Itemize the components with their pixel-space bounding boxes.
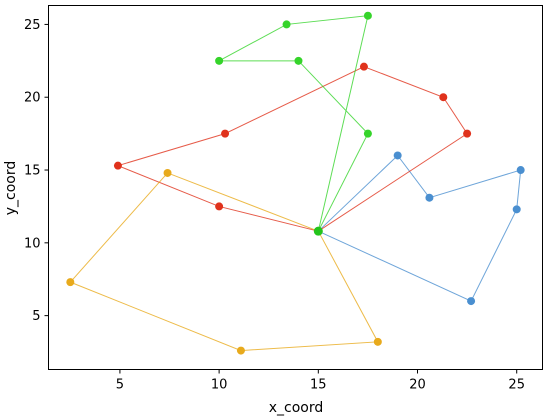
- series-1-point: [425, 193, 434, 202]
- y-tick-label: 10: [24, 236, 41, 251]
- hub-layer: [313, 226, 323, 236]
- series-2-point: [221, 129, 230, 138]
- y-tick-label: 15: [24, 164, 41, 179]
- series-4-point: [236, 346, 245, 355]
- x-tick-label: 15: [310, 378, 327, 393]
- series-4-point: [66, 278, 75, 287]
- series-1-point: [393, 151, 402, 160]
- series-3-point: [215, 56, 224, 65]
- series-3-point: [282, 20, 291, 29]
- series-1-line: [317, 154, 522, 302]
- series-layer: [66, 11, 525, 355]
- plot-frame: [48, 5, 543, 370]
- x-axis-label: x_coord: [269, 400, 324, 416]
- series-4-line: [69, 172, 379, 352]
- y-tick-label: 25: [24, 18, 41, 33]
- series-2: [113, 62, 472, 232]
- series-1: [317, 151, 525, 306]
- y-axis-label: y_coord: [3, 161, 19, 216]
- series-4-point: [163, 168, 172, 177]
- hub-point: [313, 226, 323, 236]
- x-tick-label: 10: [211, 378, 228, 393]
- series-3-point: [363, 129, 372, 138]
- series-2-line: [116, 66, 468, 232]
- x-tick-label: 25: [508, 378, 525, 393]
- series-3: [215, 11, 372, 232]
- series-2-point: [113, 161, 122, 170]
- series-3-line: [218, 15, 369, 232]
- series-4-point: [373, 337, 382, 346]
- series-2-point: [439, 93, 448, 102]
- series-2-point: [463, 129, 472, 138]
- series-1-point: [512, 205, 521, 214]
- series-4: [66, 168, 382, 355]
- series-3-point: [363, 11, 372, 20]
- series-3-point: [294, 56, 303, 65]
- series-1-point: [467, 297, 476, 306]
- x-tick-label: 20: [409, 378, 426, 393]
- tick-layer: 5 10 15 20 25 5 10 15 20 25: [24, 18, 525, 393]
- y-tick-label: 20: [24, 91, 41, 106]
- series-2-point: [359, 62, 368, 71]
- series-1-point: [516, 166, 525, 175]
- x-tick-label: 5: [116, 378, 124, 393]
- y-tick-label: 5: [32, 309, 40, 324]
- series-2-point: [215, 202, 224, 211]
